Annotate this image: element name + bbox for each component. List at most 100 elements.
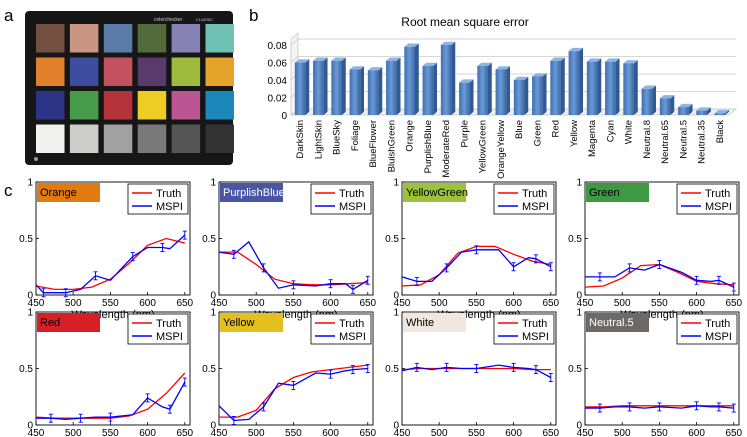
swatch-4 (171, 24, 201, 53)
plot-xtick-label: 450 (28, 298, 45, 309)
legend-label: Truth (339, 318, 364, 330)
legend-label: Truth (156, 318, 181, 330)
plot-ytick-label: 0.5 (19, 364, 33, 375)
checker-brand-suffix: CLASSIC (196, 17, 213, 22)
swatch-9 (137, 57, 167, 86)
swatch-16 (171, 91, 201, 120)
plot-xtick-label: 500 (65, 298, 82, 309)
rmse-bar-side (396, 57, 401, 115)
plot-ytick-label: 0.5 (202, 364, 216, 375)
rmse-bar-ModerateRed (440, 45, 452, 115)
legend-label: MSPI (522, 331, 549, 343)
panel-label-b: b (249, 6, 258, 25)
legend-box (493, 313, 555, 345)
rmse-bar-White (623, 63, 634, 115)
plot-xtick-label: 600 (139, 298, 156, 309)
swatch-13 (69, 91, 99, 120)
rmse-category-label: PurplishBlue (423, 120, 434, 173)
rmse-bar-top (641, 85, 657, 89)
rmse-bar-top (550, 57, 565, 61)
rmse-ytick-label: 0.08 (268, 41, 288, 52)
sample-name-box (220, 313, 283, 332)
rmse-bar-side (451, 41, 456, 116)
swatch-15 (137, 91, 167, 120)
plot-xtick-label: 600 (322, 298, 339, 309)
panel-label-c: c (4, 181, 13, 200)
rmse-bar-Neutral.35 (696, 110, 707, 115)
plot-ytick-label: 0.5 (568, 364, 582, 375)
rmse-bar-BlueSky (331, 60, 342, 115)
sample-name: Green (589, 187, 620, 199)
plot-xtick-label: 500 (614, 428, 631, 437)
rmse-bar-top (586, 58, 602, 62)
rmse-bar-Red (550, 60, 561, 115)
legend-label: MSPI (156, 201, 183, 213)
rmse-category-label: BlueSky (332, 120, 343, 155)
swatch-19 (69, 124, 99, 153)
checker-swatches (36, 24, 234, 153)
rmse-bar-top (696, 107, 711, 111)
rmse-bar-top (477, 62, 492, 66)
rmse-category-label: Orange (405, 120, 416, 152)
rmse-category-label: Black (715, 120, 726, 143)
rmse-bar-top (349, 66, 365, 70)
swatch-6 (36, 57, 65, 86)
swatch-2 (103, 24, 133, 53)
swatch-12 (36, 91, 65, 120)
swatch-8 (103, 57, 133, 86)
plot-xtick-label: 500 (248, 428, 265, 437)
legend-label: Truth (522, 188, 547, 200)
rmse-ytick-label: 0.04 (268, 76, 288, 87)
rmse-chart-title: Root mean square error (401, 15, 528, 29)
plot-xtick-label: 550 (102, 428, 119, 437)
rmse-bar-chart: Root mean square error 0 0.02 0.04 0.06 0.08… (268, 15, 738, 179)
plot-xtick-label: 600 (139, 428, 156, 437)
rmse-bar-Neutral.5 (678, 107, 689, 115)
sample-name-box (586, 183, 649, 202)
rmse-bar-OrangeYellow (495, 69, 507, 115)
rmse-bar-Green (532, 76, 543, 115)
rmse-bar-top (459, 79, 474, 83)
rmse-bar-side (688, 103, 693, 115)
plot-ytick-label: 0.5 (568, 234, 582, 245)
swatch-14 (103, 91, 133, 120)
plot-ytick-label: 0.5 (385, 234, 399, 245)
rmse-bar-side (469, 79, 474, 115)
legend-box (127, 183, 189, 215)
rmse-bar-side (670, 95, 675, 115)
legend-label: MSPI (339, 201, 366, 213)
rmse-bar-Cyan (605, 61, 616, 115)
legend-label: Truth (339, 188, 364, 200)
plot-xtick-label: 650 (725, 298, 742, 309)
plot-xtick-label: 600 (688, 428, 705, 437)
swatch-7 (69, 57, 99, 86)
plot-ytick-label: 0 (210, 421, 216, 432)
plot-xtick-label: 550 (651, 298, 668, 309)
series-line-MSPI (218, 367, 368, 422)
series-line-Truth (219, 364, 368, 418)
legend-label: Truth (705, 318, 730, 330)
plot-ytick-label: 0 (27, 421, 33, 432)
rmse-bar-top (532, 73, 547, 77)
rmse-category-label: OrangeYellow (496, 120, 507, 179)
rmse-category-label: DarkSkin (295, 120, 306, 159)
rmse-bar-top (422, 62, 438, 66)
plot-xtick-label: 550 (468, 298, 485, 309)
plot-xtick-label: 650 (542, 298, 559, 309)
rmse-bar-top (513, 76, 529, 80)
plot-xtick-label: 550 (285, 428, 302, 437)
rmse-bar-side (360, 66, 365, 115)
rmse-bar-Black (714, 113, 726, 115)
plot-xtick-label: 600 (505, 298, 522, 309)
rmse-bar-top (678, 103, 693, 108)
swatch-11 (205, 57, 234, 86)
legend-label: Truth (705, 188, 730, 200)
plot-xtick-label: 650 (176, 298, 193, 309)
checker-logo-icon (34, 157, 38, 161)
plot-xtick-label: 500 (431, 428, 448, 437)
plot-ytick-label: 1 (576, 308, 582, 319)
rmse-bar-top (294, 59, 310, 63)
legend-label: MSPI (705, 201, 732, 213)
rmse-category-label: Neutral.35 (697, 120, 708, 164)
